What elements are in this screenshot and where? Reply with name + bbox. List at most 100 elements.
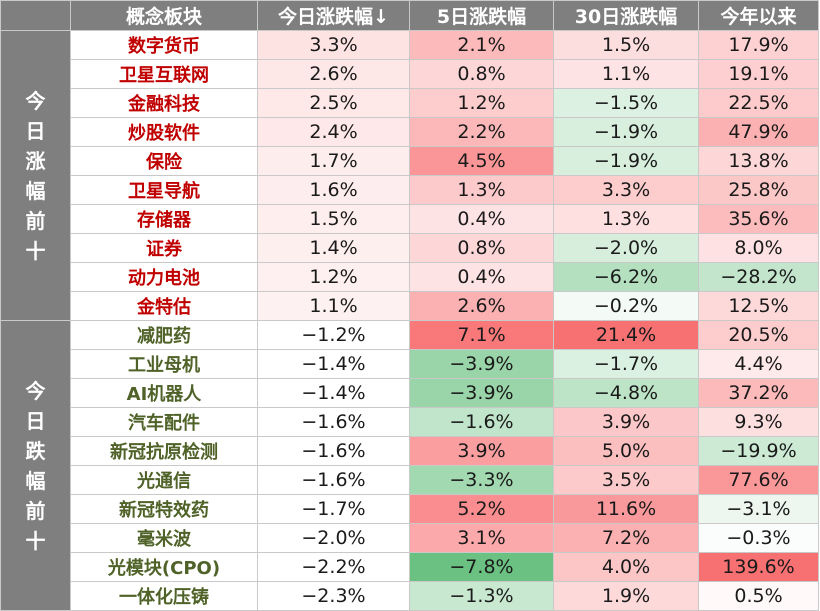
thirty-day-change-cell: 7.2% [553, 523, 699, 553]
concept-name-cell[interactable]: 卫星导航 [70, 175, 258, 205]
five-day-change-cell: 2.1% [409, 30, 554, 60]
concept-name-cell[interactable]: 光模块(CPO) [70, 552, 258, 582]
concept-name-cell[interactable]: 减肥药 [70, 320, 258, 350]
concept-name-cell[interactable]: 汽车配件 [70, 407, 258, 437]
five-day-change-cell: 0.8% [409, 59, 554, 89]
ytd-change-cell: 35.6% [698, 204, 819, 234]
concept-name-cell[interactable]: 工业母机 [70, 349, 258, 379]
today-change-cell: −1.4% [257, 378, 410, 408]
ytd-change-cell: 4.4% [698, 349, 819, 379]
thirty-day-change-cell: 3.3% [553, 175, 699, 205]
table-row[interactable]: 动力电池 1.2% 0.4% −6.2% −28.2% [1, 262, 819, 292]
thirty-day-change-header[interactable]: 30日涨跌幅 [553, 0, 699, 31]
concept-name-cell[interactable]: 金融科技 [70, 88, 258, 118]
thirty-day-change-cell: −2.0% [553, 233, 699, 263]
thirty-day-change-cell: 21.4% [553, 320, 699, 350]
today-change-cell: 3.3% [257, 30, 410, 60]
table-row[interactable]: 证券 1.4% 0.8% −2.0% 8.0% [1, 233, 819, 263]
table-row[interactable]: 光通信 −1.6% −3.3% 3.5% 77.6% [1, 465, 819, 495]
concept-name-cell[interactable]: 动力电池 [70, 262, 258, 292]
five-day-change-cell: −1.3% [409, 581, 554, 611]
five-day-change-cell: 5.2% [409, 494, 554, 524]
today-change-cell: −1.6% [257, 465, 410, 495]
concept-name-cell[interactable]: 炒股软件 [70, 117, 258, 147]
ytd-change-cell: 0.5% [698, 581, 819, 611]
table-row[interactable]: 汽车配件 −1.6% −1.6% 3.9% 9.3% [1, 407, 819, 437]
today-change-cell: −2.3% [257, 581, 410, 611]
concept-name-cell[interactable]: 数字货币 [70, 30, 258, 60]
five-day-change-cell: 4.5% [409, 146, 554, 176]
thirty-day-change-cell: −1.9% [553, 146, 699, 176]
thirty-day-change-cell: 1.9% [553, 581, 699, 611]
five-day-change-cell: 1.2% [409, 88, 554, 118]
concept-name-cell[interactable]: AI机器人 [70, 378, 258, 408]
today-change-cell: 1.5% [257, 204, 410, 234]
concept-name-cell[interactable]: 一体化压铸 [70, 581, 258, 611]
thirty-day-change-cell: −0.2% [553, 291, 699, 321]
group-label-char: 前 [25, 208, 46, 233]
today-change-cell: −1.4% [257, 349, 410, 379]
table-row[interactable]: 卫星导航 1.6% 1.3% 3.3% 25.8% [1, 175, 819, 205]
today-change-header[interactable]: 今日涨跌幅↓ [257, 0, 410, 31]
ytd-change-cell: −0.3% [698, 523, 819, 553]
table-row[interactable]: 新冠抗原检测 −1.6% 3.9% 5.0% −19.9% [1, 436, 819, 466]
ytd-change-cell: −3.1% [698, 494, 819, 524]
table-row[interactable]: 金特估 1.1% 2.6% −0.2% 12.5% [1, 291, 819, 321]
five-day-change-header[interactable]: 5日涨跌幅 [409, 0, 554, 31]
today-change-cell: 2.4% [257, 117, 410, 147]
ytd-change-cell: 8.0% [698, 233, 819, 263]
group-label-char: 日 [25, 118, 46, 143]
header-row: 概念板块 今日涨跌幅↓ 5日涨跌幅 30日涨跌幅 今年以来 [0, 0, 819, 31]
ytd-change-cell: 17.9% [698, 30, 819, 60]
thirty-day-change-cell: −1.9% [553, 117, 699, 147]
thirty-day-change-cell: 11.6% [553, 494, 699, 524]
group-header [0, 0, 71, 31]
concept-name-cell[interactable]: 新冠特效药 [70, 494, 258, 524]
concept-name-cell[interactable]: 卫星互联网 [70, 59, 258, 89]
ytd-change-cell: 25.8% [698, 175, 819, 205]
concept-name-cell[interactable]: 金特估 [70, 291, 258, 321]
thirty-day-change-cell: −6.2% [553, 262, 699, 292]
today-change-cell: 1.2% [257, 262, 410, 292]
today-change-cell: 1.6% [257, 175, 410, 205]
five-day-change-cell: 3.1% [409, 523, 554, 553]
ytd-change-cell: 22.5% [698, 88, 819, 118]
concept-name-cell[interactable]: 毫米波 [70, 523, 258, 553]
table-row[interactable]: 今日跌幅前十减肥药 −1.2% 7.1% 21.4% 20.5% [0, 320, 819, 611]
table-row[interactable]: 保险 1.7% 4.5% −1.9% 13.8% [1, 146, 819, 176]
today-change-cell: −1.6% [257, 407, 410, 437]
concept-name-cell[interactable]: 存储器 [70, 204, 258, 234]
concept-name-cell[interactable]: 新冠抗原检测 [70, 436, 258, 466]
concept-name-cell[interactable]: 光通信 [70, 465, 258, 495]
five-day-change-cell: 0.4% [409, 262, 554, 292]
table-row[interactable]: 今日涨幅前十数字货币 3.3% 2.1% 1.5% 17.9% [0, 30, 819, 321]
concept-name-header[interactable]: 概念板块 [70, 0, 258, 31]
five-day-change-cell: −3.9% [409, 378, 554, 408]
group-label-char: 幅 [25, 178, 46, 203]
ytd-change-cell: 47.9% [698, 117, 819, 147]
table-row[interactable]: 新冠特效药 −1.7% 5.2% 11.6% −3.1% [1, 494, 819, 524]
today-change-cell: −2.0% [257, 523, 410, 553]
table-row[interactable]: 金融科技 2.5% 1.2% −1.5% 22.5% [1, 88, 819, 118]
thirty-day-change-cell: −4.8% [553, 378, 699, 408]
concept-name-cell[interactable]: 保险 [70, 146, 258, 176]
ytd-change-cell: −28.2% [698, 262, 819, 292]
five-day-change-cell: 2.2% [409, 117, 554, 147]
concept-name-cell[interactable]: 证券 [70, 233, 258, 263]
table-row[interactable]: 炒股软件 2.4% 2.2% −1.9% 47.9% [1, 117, 819, 147]
five-day-change-cell: 3.9% [409, 436, 554, 466]
table-row[interactable]: 一体化压铸 −2.3% −1.3% 1.9% 0.5% [1, 581, 819, 611]
five-day-change-cell: −3.3% [409, 465, 554, 495]
table-row[interactable]: AI机器人 −1.4% −3.9% −4.8% 37.2% [1, 378, 819, 408]
table-row[interactable]: 光模块(CPO) −2.2% −7.8% 4.0% 139.6% [1, 552, 819, 582]
ytd-change-cell: 13.8% [698, 146, 819, 176]
ytd-change-header[interactable]: 今年以来 [698, 0, 819, 31]
group-label-char: 日 [25, 408, 46, 433]
table-row[interactable]: 工业母机 −1.4% −3.9% −1.7% 4.4% [1, 349, 819, 379]
today-change-cell: 1.7% [257, 146, 410, 176]
table-row[interactable]: 存储器 1.5% 0.4% 1.3% 35.6% [1, 204, 819, 234]
thirty-day-change-cell: 1.1% [553, 59, 699, 89]
table-row[interactable]: 毫米波 −2.0% 3.1% 7.2% −0.3% [1, 523, 819, 553]
table-row[interactable]: 卫星互联网 2.6% 0.8% 1.1% 19.1% [1, 59, 819, 89]
